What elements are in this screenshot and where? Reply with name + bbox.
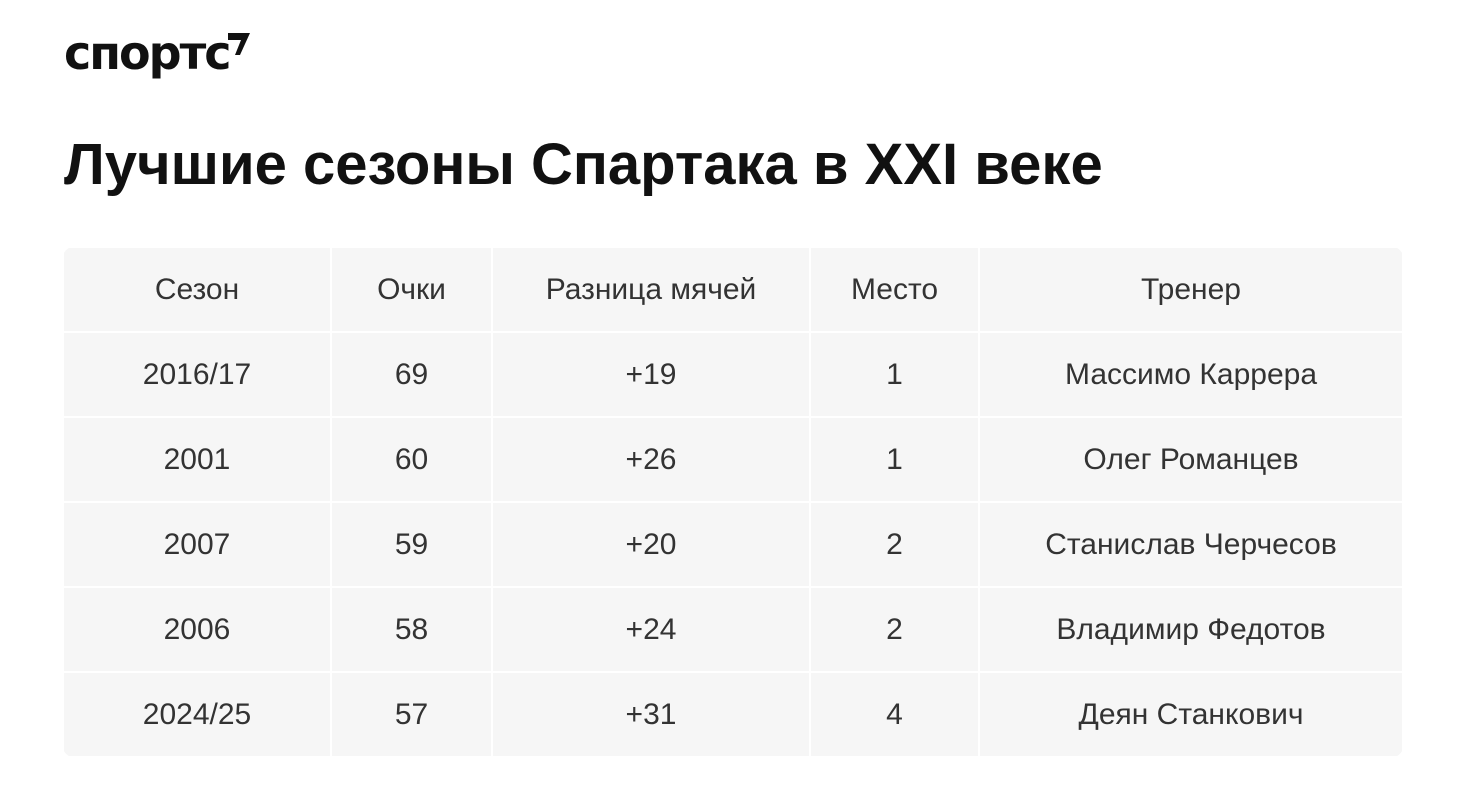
goal-difference-cell: +31 bbox=[493, 673, 809, 756]
header-points: Очки bbox=[332, 248, 491, 331]
logo-text: спортс bbox=[64, 26, 232, 80]
coach-cell: Олег Романцев bbox=[980, 418, 1402, 501]
place-cell: 1 bbox=[811, 418, 978, 501]
points-cell: 58 bbox=[332, 588, 491, 671]
season-cell: 2016/17 bbox=[64, 333, 330, 416]
season-cell: 2006 bbox=[64, 588, 330, 671]
page-title: Лучшие сезоны Спартака в XXI веке bbox=[64, 132, 1103, 197]
season-cell: 2007 bbox=[64, 503, 330, 586]
goal-difference-cell: +19 bbox=[493, 333, 809, 416]
table-row: 2006 58 +24 2 Владимир Федотов bbox=[64, 588, 1402, 671]
place-cell: 1 bbox=[811, 333, 978, 416]
place-cell: 4 bbox=[811, 673, 978, 756]
place-cell: 2 bbox=[811, 503, 978, 586]
points-cell: 57 bbox=[332, 673, 491, 756]
seasons-table: Сезон Очки Разница мячей Место Тренер 20… bbox=[62, 246, 1404, 758]
season-cell: 2001 bbox=[64, 418, 330, 501]
table-row: 2024/25 57 +31 4 Деян Станкович bbox=[64, 673, 1402, 756]
header-season: Сезон bbox=[64, 248, 330, 331]
points-cell: 60 bbox=[332, 418, 491, 501]
table-row: 2016/17 69 +19 1 Массимо Каррера bbox=[64, 333, 1402, 416]
table-header-row: Сезон Очки Разница мячей Место Тренер bbox=[64, 248, 1402, 331]
points-cell: 59 bbox=[332, 503, 491, 586]
goal-difference-cell: +24 bbox=[493, 588, 809, 671]
place-cell: 2 bbox=[811, 588, 978, 671]
coach-cell: Станислав Черчесов bbox=[980, 503, 1402, 586]
coach-cell: Владимир Федотов bbox=[980, 588, 1402, 671]
coach-cell: Деян Станкович bbox=[980, 673, 1402, 756]
goal-difference-cell: +26 bbox=[493, 418, 809, 501]
header-goal-difference: Разница мячей bbox=[493, 248, 809, 331]
coach-cell: Массимо Каррера bbox=[980, 333, 1402, 416]
table-row: 2001 60 +26 1 Олег Романцев bbox=[64, 418, 1402, 501]
season-cell: 2024/25 bbox=[64, 673, 330, 756]
logo-mark-icon bbox=[227, 33, 250, 55]
logo: спортс bbox=[64, 28, 250, 78]
header-place: Место bbox=[811, 248, 978, 331]
table-row: 2007 59 +20 2 Станислав Черчесов bbox=[64, 503, 1402, 586]
goal-difference-cell: +20 bbox=[493, 503, 809, 586]
header-coach: Тренер bbox=[980, 248, 1402, 331]
points-cell: 69 bbox=[332, 333, 491, 416]
